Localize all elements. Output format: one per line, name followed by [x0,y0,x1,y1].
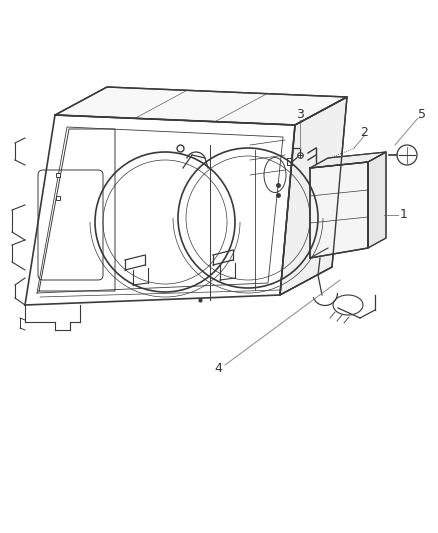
Polygon shape [310,162,368,258]
Text: 4: 4 [214,361,222,375]
Polygon shape [368,152,386,248]
Text: 3: 3 [296,108,304,120]
Polygon shape [310,152,386,168]
Text: 1: 1 [400,208,408,222]
Text: 5: 5 [418,109,426,122]
Polygon shape [55,87,347,125]
Text: 2: 2 [360,126,368,140]
Polygon shape [280,97,347,295]
